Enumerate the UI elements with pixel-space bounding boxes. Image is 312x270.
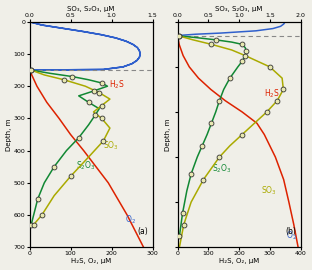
Text: S$_2$O$_3$: S$_2$O$_3$	[76, 160, 96, 172]
Y-axis label: Depth, m: Depth, m	[6, 118, 12, 151]
X-axis label: H₂S, O₂, μM: H₂S, O₂, μM	[71, 258, 111, 264]
X-axis label: SO₃, S₂O₃, μM: SO₃, S₂O₃, μM	[215, 6, 263, 12]
X-axis label: H₂S, O₂, μM: H₂S, O₂, μM	[219, 258, 259, 264]
Y-axis label: Depth, m: Depth, m	[165, 118, 171, 151]
Text: SO$_3$: SO$_3$	[103, 140, 119, 152]
Text: (a): (a)	[138, 227, 149, 236]
X-axis label: SO₃, S₂O₃, μM: SO₃, S₂O₃, μM	[67, 6, 115, 12]
Text: S$_2$O$_3$: S$_2$O$_3$	[212, 162, 232, 175]
Text: O$_2$: O$_2$	[286, 230, 297, 242]
Text: H$_2$S: H$_2$S	[110, 79, 125, 91]
Text: O$_2$: O$_2$	[125, 214, 136, 227]
Text: (b): (b)	[286, 227, 297, 236]
Text: H$_2$S: H$_2$S	[264, 88, 280, 100]
Text: SO$_3$: SO$_3$	[261, 185, 277, 197]
